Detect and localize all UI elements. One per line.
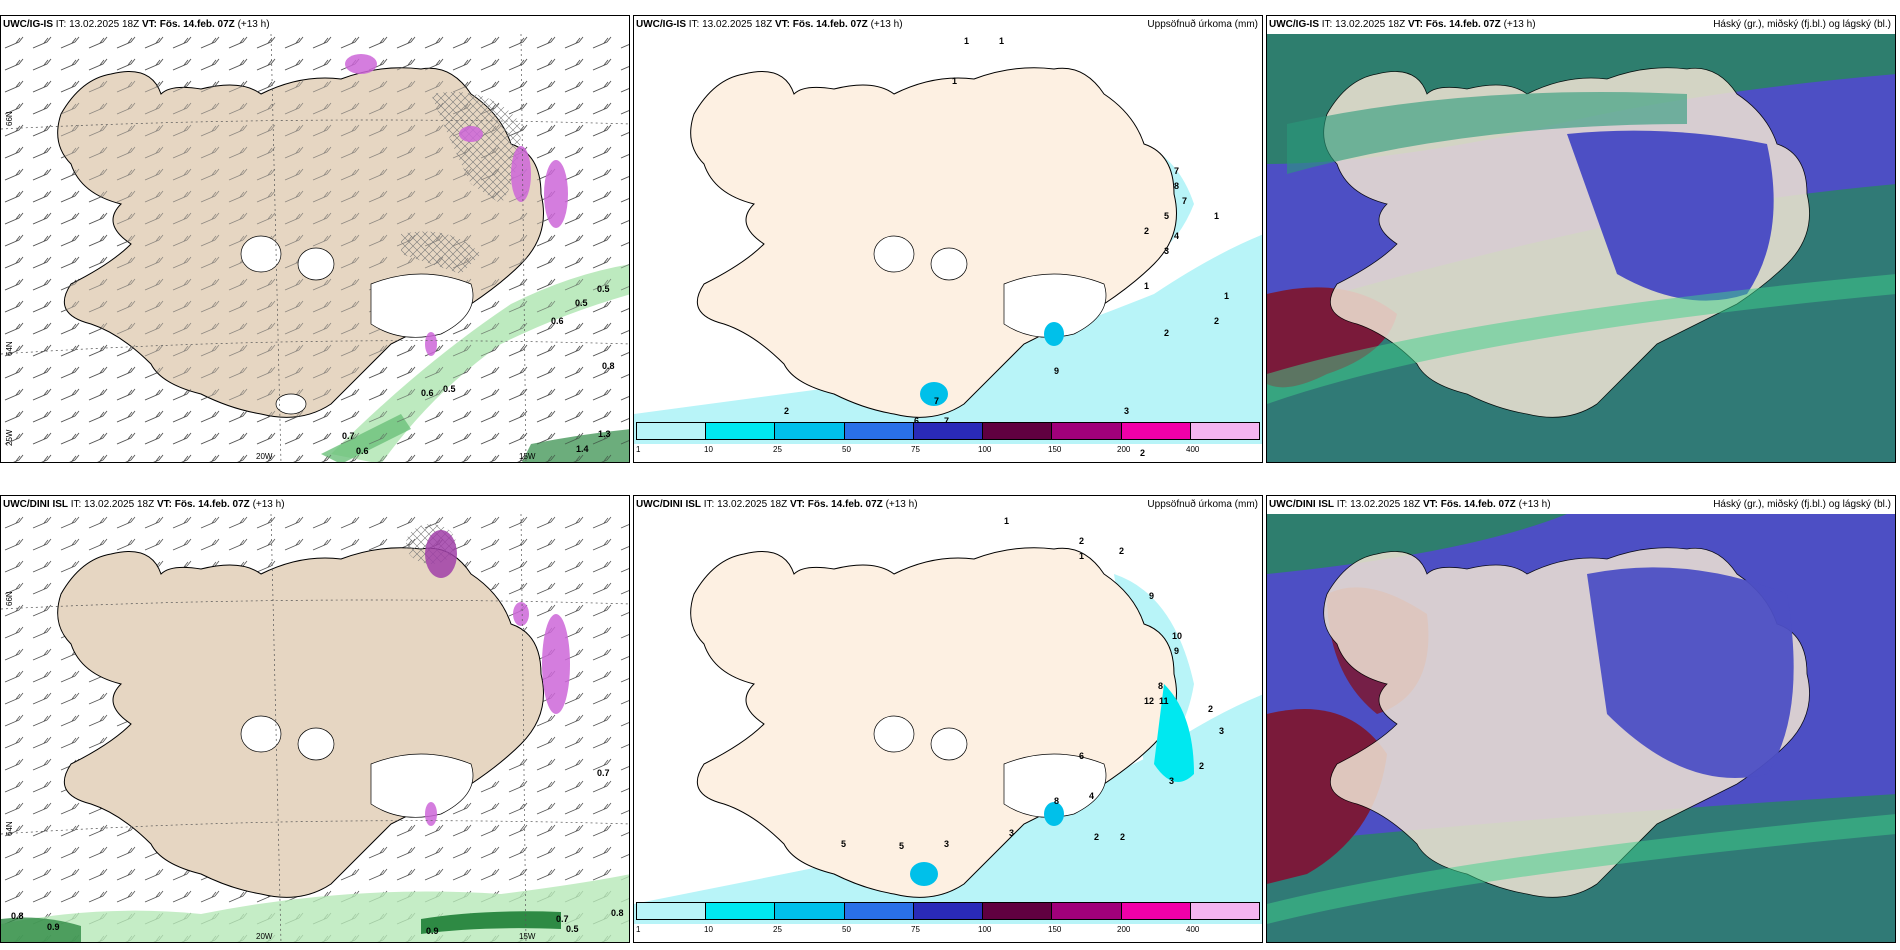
precip-map (634, 547, 1262, 924)
dini-cloud-panel: UWC/DINI ISL IT: 13.02.2025 18Z VT: Fös.… (1266, 495, 1896, 943)
panel-header: UWC/DINI ISL IT: 13.02.2025 18Z VT: Fös.… (3, 499, 285, 510)
precip-title: Uppsöfnuð úrkoma (mm) (1147, 19, 1258, 30)
lat-label-25w: 25W (5, 429, 14, 446)
wind-map (1, 514, 629, 942)
panel-header: UWC/IG-IS IT: 13.02.2025 18Z VT: Fös. 14… (1269, 19, 1536, 30)
lat-label-66n: 66N (5, 111, 14, 126)
panel-header: UWC/DINI ISL IT: 13.02.2025 18Z VT: Fös.… (636, 499, 918, 510)
wind-value: 1.4 (576, 444, 589, 454)
wind-value: 0.8 (602, 361, 615, 371)
wind-value: 0.5 (443, 384, 456, 394)
precip-area (634, 234, 1262, 444)
panel-header: UWC/IG-IS IT: 13.02.2025 18Z VT: Fös. 14… (3, 19, 270, 30)
wind-map (1, 34, 629, 462)
wind-value: 0.5 (597, 284, 610, 294)
lat-label-64n: 64N (5, 341, 14, 356)
dini-wind-panel: UWC/DINI ISL IT: 13.02.2025 18Z VT: Fös.… (0, 495, 630, 943)
wind-value: 0.6 (421, 388, 434, 398)
wind-value: 0.5 (575, 298, 588, 308)
precip-colorbar (636, 422, 1260, 440)
wind-value: 0.6 (551, 316, 564, 326)
cloud-title: Háský (gr.), miðský (fj.bl.) og lágský (… (1713, 19, 1891, 30)
ig-wind-panel: UWC/IG-IS IT: 13.02.2025 18Z VT: Fös. 14… (0, 15, 630, 463)
dini-precip-panel: UWC/DINI ISL IT: 13.02.2025 18Z VT: Fös.… (633, 495, 1263, 943)
cloud-map (1267, 34, 1895, 462)
cloud-map (1267, 514, 1895, 942)
precip-colorbar (636, 902, 1260, 920)
lon-label-20w: 20W (256, 452, 273, 461)
wind-value: 1.3 (598, 429, 611, 439)
lon-label-15w: 15W (519, 452, 536, 461)
wind-value: 0.6 (356, 446, 369, 456)
panel-header: UWC/IG-IS IT: 13.02.2025 18Z VT: Fös. 14… (636, 19, 903, 30)
ig-cloud-panel: UWC/IG-IS IT: 13.02.2025 18Z VT: Fös. 14… (1266, 15, 1896, 463)
ig-precip-panel: UWC/IG-IS IT: 13.02.2025 18Z VT: Fös. 14… (633, 15, 1263, 463)
panel-header: UWC/DINI ISL IT: 13.02.2025 18Z VT: Fös.… (1269, 499, 1551, 510)
precip-map (634, 67, 1262, 444)
wind-value: 0.7 (342, 431, 355, 441)
